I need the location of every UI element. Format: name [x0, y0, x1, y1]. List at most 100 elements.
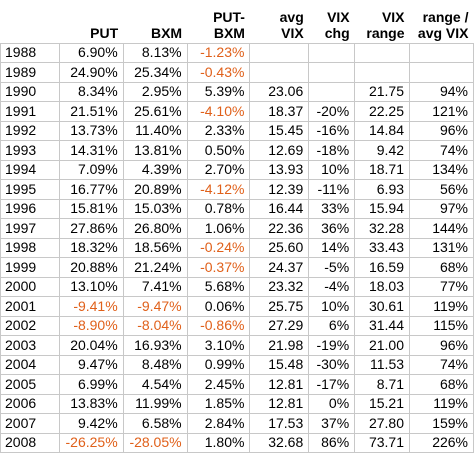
range-avg-vix-cell: 134% — [409, 159, 474, 180]
range-avg-vix-cell: 56% — [409, 179, 474, 200]
range-avg-vix-cell: 144% — [409, 218, 474, 239]
avg-vix-cell: 22.36 — [249, 218, 310, 239]
put-bxm-cell: 3.10% — [186, 335, 251, 356]
vix-chg-cell: 37% — [308, 413, 356, 434]
put-cell: 9.47% — [58, 354, 124, 375]
vix-range-cell: 27.80 — [354, 413, 411, 434]
vix-range-cell: 32.28 — [354, 218, 411, 239]
year-cell: 2004 — [0, 354, 60, 375]
put-bxm-cell: -0.37% — [186, 257, 251, 278]
range-avg-vix-cell — [409, 42, 474, 63]
range-avg-vix-cell: 226% — [409, 432, 474, 453]
put-bxm-cell: 5.68% — [186, 276, 251, 297]
put-cell: 13.83% — [58, 393, 124, 414]
vix-range-cell: 31.44 — [354, 315, 411, 336]
range-avg-vix-cell: 119% — [409, 393, 474, 414]
vix-chg-cell: -30% — [308, 354, 356, 375]
year-cell: 1998 — [0, 237, 60, 258]
vix-chg-cell — [308, 62, 356, 83]
vix-range-cell — [354, 62, 411, 83]
avg-vix-cell: 23.32 — [249, 276, 310, 297]
returns-table: PUT BXM PUT- BXM avg VIX VIX chg VIX ran… — [0, 0, 474, 453]
header-range-over-avg-vix: range / avg VIX — [409, 0, 474, 43]
avg-vix-cell: 15.48 — [249, 354, 310, 375]
vix-range-cell: 73.71 — [354, 432, 411, 453]
put-cell: 15.81% — [58, 198, 124, 219]
put-bxm-cell: -4.12% — [186, 179, 251, 200]
year-cell: 2006 — [0, 393, 60, 414]
put-bxm-cell: 2.33% — [186, 120, 251, 141]
avg-vix-cell: 24.37 — [249, 257, 310, 278]
avg-vix-cell: 12.69 — [249, 140, 310, 161]
put-bxm-cell: 0.78% — [186, 198, 251, 219]
vix-range-cell — [354, 42, 411, 63]
range-avg-vix-cell: 68% — [409, 257, 474, 278]
header-put: PUT — [59, 0, 124, 43]
range-avg-vix-cell: 97% — [409, 198, 474, 219]
vix-chg-cell: 14% — [308, 237, 356, 258]
year-cell: 2005 — [0, 374, 60, 395]
vix-chg-cell: -19% — [308, 335, 356, 356]
bxm-cell: 4.39% — [122, 159, 188, 180]
header-avg-vix: avg VIX — [249, 0, 309, 43]
vix-range-cell: 8.71 — [354, 374, 411, 395]
year-cell: 1989 — [0, 62, 60, 83]
avg-vix-cell — [249, 62, 310, 83]
table-row: 2008 -26.25% -28.05% 1.80% 32.68 86% 73.71 226% — [0, 432, 474, 453]
bxm-cell: 26.80% — [122, 218, 188, 239]
avg-vix-cell: 23.06 — [249, 81, 310, 102]
avg-vix-cell: 21.98 — [249, 335, 310, 356]
vix-range-cell: 33.43 — [354, 237, 411, 258]
put-bxm-cell: 5.39% — [186, 81, 251, 102]
bxm-cell: 15.03% — [122, 198, 188, 219]
bxm-cell: 11.99% — [122, 393, 188, 414]
bxm-cell: 8.48% — [122, 354, 188, 375]
header-bxm: BXM — [123, 0, 188, 43]
table-row: 2005 6.99% 4.54% 2.45% 12.81 -17% 8.71 68% — [0, 374, 474, 395]
table-row: 1989 24.90% 25.34% -0.43% — [0, 62, 474, 83]
table-row: 1994 7.09% 4.39% 2.70% 13.93 10% 18.71 134% — [0, 159, 474, 180]
table-row: 1996 15.81% 15.03% 0.78% 16.44 33% 15.94 97% — [0, 198, 474, 219]
vix-chg-cell — [308, 42, 356, 63]
avg-vix-cell: 18.37 — [249, 101, 310, 122]
vix-range-cell: 16.59 — [354, 257, 411, 278]
vix-chg-cell: -18% — [308, 140, 356, 161]
table-row: 2003 20.04% 16.93% 3.10% 21.98 -19% 21.00 96% — [0, 335, 474, 356]
vix-chg-cell: -5% — [308, 257, 356, 278]
header-vix-range: VIX range — [354, 0, 410, 43]
year-cell: 1988 — [0, 42, 60, 63]
avg-vix-cell: 12.39 — [249, 179, 310, 200]
year-cell: 2003 — [0, 335, 60, 356]
vix-range-cell: 9.42 — [354, 140, 411, 161]
put-bxm-cell: 2.70% — [186, 159, 251, 180]
year-cell: 1990 — [0, 81, 60, 102]
table-row: 2002 -8.90% -8.04% -0.86% 27.29 6% 31.44 115% — [0, 315, 474, 336]
put-bxm-cell: 0.50% — [186, 140, 251, 161]
range-avg-vix-cell: 96% — [409, 120, 474, 141]
vix-chg-cell: -17% — [308, 374, 356, 395]
range-avg-vix-cell: 131% — [409, 237, 474, 258]
year-cell: 1996 — [0, 198, 60, 219]
avg-vix-cell: 17.53 — [249, 413, 310, 434]
vix-chg-cell: 10% — [308, 296, 356, 317]
put-cell: 16.77% — [58, 179, 124, 200]
bxm-cell: -8.04% — [122, 315, 188, 336]
vix-chg-cell — [308, 81, 356, 102]
bxm-cell: 25.34% — [122, 62, 188, 83]
vix-range-cell: 11.53 — [354, 354, 411, 375]
year-cell: 2002 — [0, 315, 60, 336]
range-avg-vix-cell: 121% — [409, 101, 474, 122]
vix-range-cell: 21.75 — [354, 81, 411, 102]
avg-vix-cell: 12.81 — [249, 374, 310, 395]
avg-vix-cell: 15.45 — [249, 120, 310, 141]
vix-range-cell: 21.00 — [354, 335, 411, 356]
put-bxm-cell: 1.85% — [186, 393, 251, 414]
bxm-cell: 11.40% — [122, 120, 188, 141]
bxm-cell: 13.81% — [122, 140, 188, 161]
put-bxm-cell: 1.06% — [186, 218, 251, 239]
range-avg-vix-cell: 68% — [409, 374, 474, 395]
avg-vix-cell: 13.93 — [249, 159, 310, 180]
table-row: 1990 8.34% 2.95% 5.39% 23.06 21.75 94% — [0, 81, 474, 102]
put-cell: -8.90% — [58, 315, 124, 336]
